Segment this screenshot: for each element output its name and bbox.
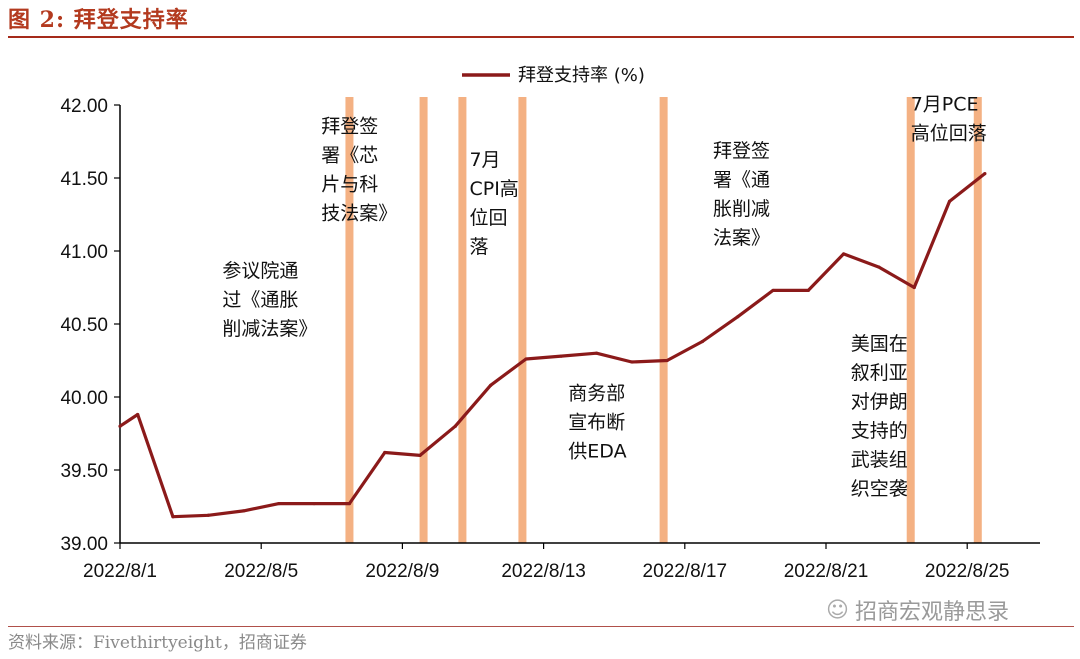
data-point	[206, 513, 210, 517]
data-point	[136, 412, 140, 417]
y-tick-label: 42.00	[60, 96, 108, 117]
annotation-line: 支持的	[851, 420, 908, 442]
annotation-line: 落	[469, 236, 488, 258]
annotation-line: 署《芯	[321, 144, 378, 166]
annotation-line: 织空袭	[851, 478, 908, 500]
annotation-line: 技法案》	[321, 202, 397, 224]
event-bar	[659, 97, 668, 543]
annotation-line: 削减法案》	[222, 318, 317, 340]
legend-label: 拜登支持率 (%)	[518, 65, 645, 86]
data-point	[418, 453, 422, 457]
event-bar	[973, 97, 982, 543]
figure-title: 图 2: 拜登支持率	[8, 7, 189, 33]
event-annotation: 7月 CPI高位回落	[469, 149, 518, 258]
data-point	[171, 515, 175, 519]
event-bar	[518, 97, 527, 543]
x-tick-label: 2022/8/5	[224, 561, 298, 582]
data-point	[806, 288, 810, 293]
data-point	[983, 172, 987, 176]
data-point	[312, 501, 316, 506]
data-point	[771, 288, 775, 293]
data-point	[277, 501, 281, 506]
title-divider	[8, 36, 1074, 38]
event-annotation: 参议院通过《通胀削减法案》	[222, 260, 317, 340]
annotation-line: 胀削减	[713, 198, 770, 220]
x-tick-label: 2022/8/1	[83, 561, 157, 582]
data-point	[594, 351, 599, 355]
event-annotation: 拜登签署《芯片与科技法案》	[321, 115, 397, 224]
data-point	[453, 424, 457, 428]
annotation-line: 7月PCE	[911, 93, 979, 115]
x-tick-label: 2022/8/17	[643, 561, 728, 582]
data-point	[383, 450, 387, 455]
data-point	[630, 360, 634, 364]
event-bar	[345, 97, 354, 543]
annotation-line: 7月	[469, 149, 500, 171]
annotation-line: 宣布断	[568, 411, 625, 433]
y-tick-label: 39.50	[60, 461, 108, 482]
event-annotation: 美国在叙利亚对伊朗支持的武装组织空袭	[851, 333, 908, 500]
x-tick-label: 2022/8/13	[501, 561, 586, 582]
annotation-line: 拜登签	[713, 140, 770, 162]
data-point	[118, 424, 122, 428]
annotation-line: 供EDA	[568, 440, 626, 462]
annotation-line: 拜登签	[321, 115, 378, 137]
annotation-line: 高位回落	[911, 122, 987, 144]
data-point	[736, 315, 740, 319]
y-tick-label: 40.00	[60, 388, 108, 409]
annotation-line: 参议院通	[222, 260, 298, 282]
y-tick-label: 41.00	[60, 242, 108, 263]
y-tick-label: 40.50	[60, 315, 108, 336]
x-tick-label: 2022/8/21	[784, 561, 869, 582]
annotation-line: 片与科	[321, 173, 378, 195]
data-point	[489, 383, 493, 387]
y-tick-label: 41.50	[60, 169, 108, 190]
event-bar	[419, 97, 428, 543]
source-note: 资料来源：Fivethirtyeight，招商证券	[8, 633, 307, 653]
y-tick-label: 39.00	[60, 534, 108, 555]
event-bar	[458, 97, 467, 543]
annotation-line: 过《通胀	[222, 289, 298, 311]
annotation-line: 对伊朗	[851, 391, 908, 413]
event-annotation: 拜登签署《通胀削减法案》	[713, 140, 770, 249]
x-tick-label: 2022/8/9	[365, 561, 439, 582]
x-tick-label: 2022/8/25	[925, 561, 1010, 582]
watermark-text: 招商宏观静思录	[854, 600, 1009, 625]
data-point	[524, 357, 528, 361]
series-line	[119, 172, 986, 519]
data-point	[241, 509, 246, 513]
event-bar	[906, 97, 915, 543]
footer-divider	[8, 626, 1074, 627]
annotation-line: 武装组	[851, 449, 908, 471]
data-point	[877, 265, 881, 269]
annotation-line: 叙利亚	[851, 362, 908, 384]
event-annotation: 商务部宣布断供EDA	[568, 382, 626, 462]
annotation-line: 署《通	[713, 169, 770, 191]
data-point	[947, 199, 952, 203]
annotation-line: CPI高	[469, 178, 518, 200]
data-point	[842, 252, 846, 256]
data-point	[912, 285, 916, 290]
annotation-line: 法案》	[713, 227, 770, 249]
data-point	[559, 354, 563, 358]
annotation-line: 美国在	[851, 333, 908, 355]
data-point	[700, 339, 705, 344]
watermark: ☺ 招商宏观静思录	[826, 594, 1009, 626]
event-annotation: 7月PCE 高位回落	[911, 93, 987, 144]
data-point	[665, 358, 669, 363]
annotation-line: 商务部	[568, 382, 625, 404]
data-point	[347, 501, 352, 506]
wechat-icon: ☺	[826, 597, 849, 623]
annotation-line: 位回	[469, 207, 507, 229]
